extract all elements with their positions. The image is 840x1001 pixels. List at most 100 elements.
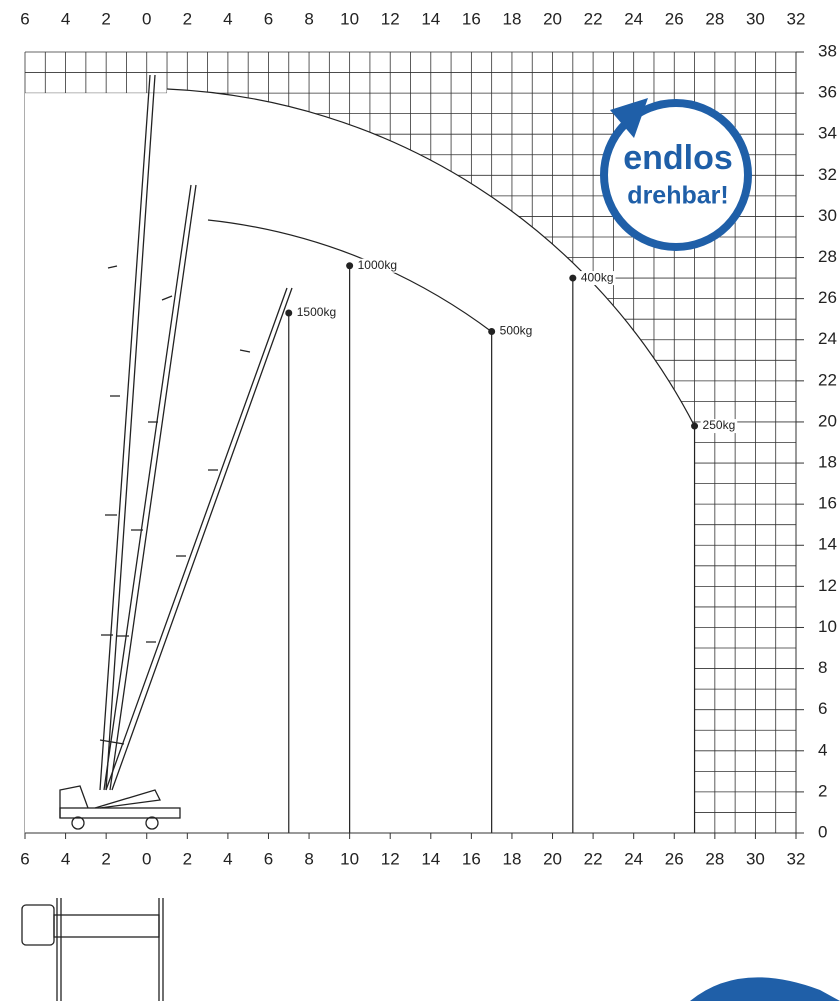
logo-partial — [690, 977, 840, 1001]
top-view — [21, 898, 164, 1001]
x-tick-label: 12 — [381, 9, 400, 28]
x-tick-label: 2 — [183, 9, 192, 28]
wheel — [145, 816, 159, 830]
x-tick-label: 6 — [20, 9, 29, 28]
x-tick-label: 24 — [624, 849, 643, 868]
y-tick-label: 0 — [818, 822, 827, 841]
x-tick-label: 20 — [543, 849, 562, 868]
label-bg — [578, 271, 616, 286]
y-tick-label: 34 — [818, 124, 837, 143]
x-tick-label: 16 — [462, 9, 481, 28]
x-tick-label: 8 — [304, 9, 313, 28]
x-tick-label: 14 — [421, 849, 440, 868]
boom — [99, 74, 156, 791]
x-tick-label: 30 — [746, 9, 765, 28]
truck-crane-base — [94, 789, 161, 809]
y-tick-label: 18 — [818, 453, 837, 472]
x-tick-label: 32 — [787, 849, 806, 868]
mid-envelope — [207, 219, 493, 333]
y-tick-label: 24 — [818, 329, 837, 348]
x-tick-label: 22 — [584, 849, 603, 868]
x-tick-label: 6 — [264, 849, 273, 868]
x-tick-label: 8 — [304, 849, 313, 868]
x-tick-label: 26 — [665, 9, 684, 28]
load-point — [285, 309, 293, 317]
load-point — [488, 328, 496, 336]
x-tick-label: 4 — [223, 9, 232, 28]
x-tick-label: 2 — [101, 849, 110, 868]
label-bg — [355, 258, 400, 273]
logo-ring — [600, 99, 752, 251]
x-tick-label: 10 — [340, 849, 359, 868]
y-tick-label: 38 — [818, 41, 837, 60]
booms — [99, 74, 293, 791]
x-tick-label: 30 — [746, 849, 765, 868]
y-tick-label: 28 — [818, 247, 837, 266]
x-tick-label: 6 — [264, 9, 273, 28]
y-tick-label: 4 — [818, 740, 827, 759]
cab-top — [21, 904, 55, 946]
y-tick-label: 26 — [818, 288, 837, 307]
y-tick-label: 2 — [818, 781, 827, 800]
x-tick-label: 14 — [421, 9, 440, 28]
y-tick-label: 20 — [818, 411, 837, 430]
truck-cab — [59, 785, 89, 818]
x-tick-label: 10 — [340, 9, 359, 28]
x-tick-label: 4 — [61, 9, 70, 28]
x-tick-label: 24 — [624, 9, 643, 28]
x-tick-label: 0 — [142, 849, 151, 868]
outriggers — [56, 898, 164, 1001]
logo-text: drehbar! — [627, 182, 728, 210]
x-tick-label: 0 — [142, 9, 151, 28]
load-point — [346, 262, 354, 270]
x-tick-label: 4 — [223, 849, 232, 868]
y-tick-label: 36 — [818, 83, 837, 102]
point-label: 400kg — [581, 270, 614, 284]
y-tick-label: 16 — [818, 494, 837, 513]
boom — [99, 514, 143, 745]
x-tick-label: 12 — [381, 849, 400, 868]
x-tick-label: 20 — [543, 9, 562, 28]
x-tick-label: 22 — [584, 9, 603, 28]
y-tick-label: 6 — [818, 699, 827, 718]
x-tick-label: 32 — [787, 9, 806, 28]
y-tick-label: 22 — [818, 370, 837, 389]
point-label: 500kg — [500, 324, 533, 338]
logo: endlos drehbar! — [600, 98, 752, 251]
point-label: 1500kg — [297, 305, 336, 319]
point-label: 250kg — [703, 418, 736, 432]
marks: 1500kg 1000kg 500kg 400kg 250kg — [285, 258, 738, 833]
x-tick-label: 2 — [183, 849, 192, 868]
x-tick-label: 26 — [665, 849, 684, 868]
load-point — [569, 274, 577, 282]
x-tick-label: 28 — [705, 9, 724, 28]
label-bg — [700, 419, 738, 434]
label-bg — [497, 324, 535, 339]
y-tick-label: 14 — [818, 535, 837, 554]
outer-envelope — [166, 88, 696, 427]
x-tick-label: 18 — [502, 9, 521, 28]
working-area — [25, 88, 695, 833]
truck — [59, 785, 181, 830]
label-bg — [294, 306, 339, 321]
x-tick-label: 18 — [502, 849, 521, 868]
y-tick-label: 12 — [818, 576, 837, 595]
y-tick-label: 32 — [818, 165, 837, 184]
wheel — [71, 816, 85, 830]
y-tick-label: 10 — [818, 617, 837, 636]
boom — [105, 287, 293, 791]
y-tick-label: 8 — [818, 658, 827, 677]
body-top — [53, 914, 160, 938]
logo-arrow — [610, 98, 648, 138]
point-label: 1000kg — [358, 258, 397, 272]
x-tick-label: 4 — [61, 849, 70, 868]
boom — [103, 184, 197, 791]
logo-text: endlos — [623, 139, 733, 177]
x-tick-label: 2 — [101, 9, 110, 28]
y-tick-label: 30 — [818, 206, 837, 225]
load-point — [691, 422, 699, 430]
x-tick-label: 28 — [705, 849, 724, 868]
x-tick-label: 6 — [20, 849, 29, 868]
x-tick-label: 16 — [462, 849, 481, 868]
